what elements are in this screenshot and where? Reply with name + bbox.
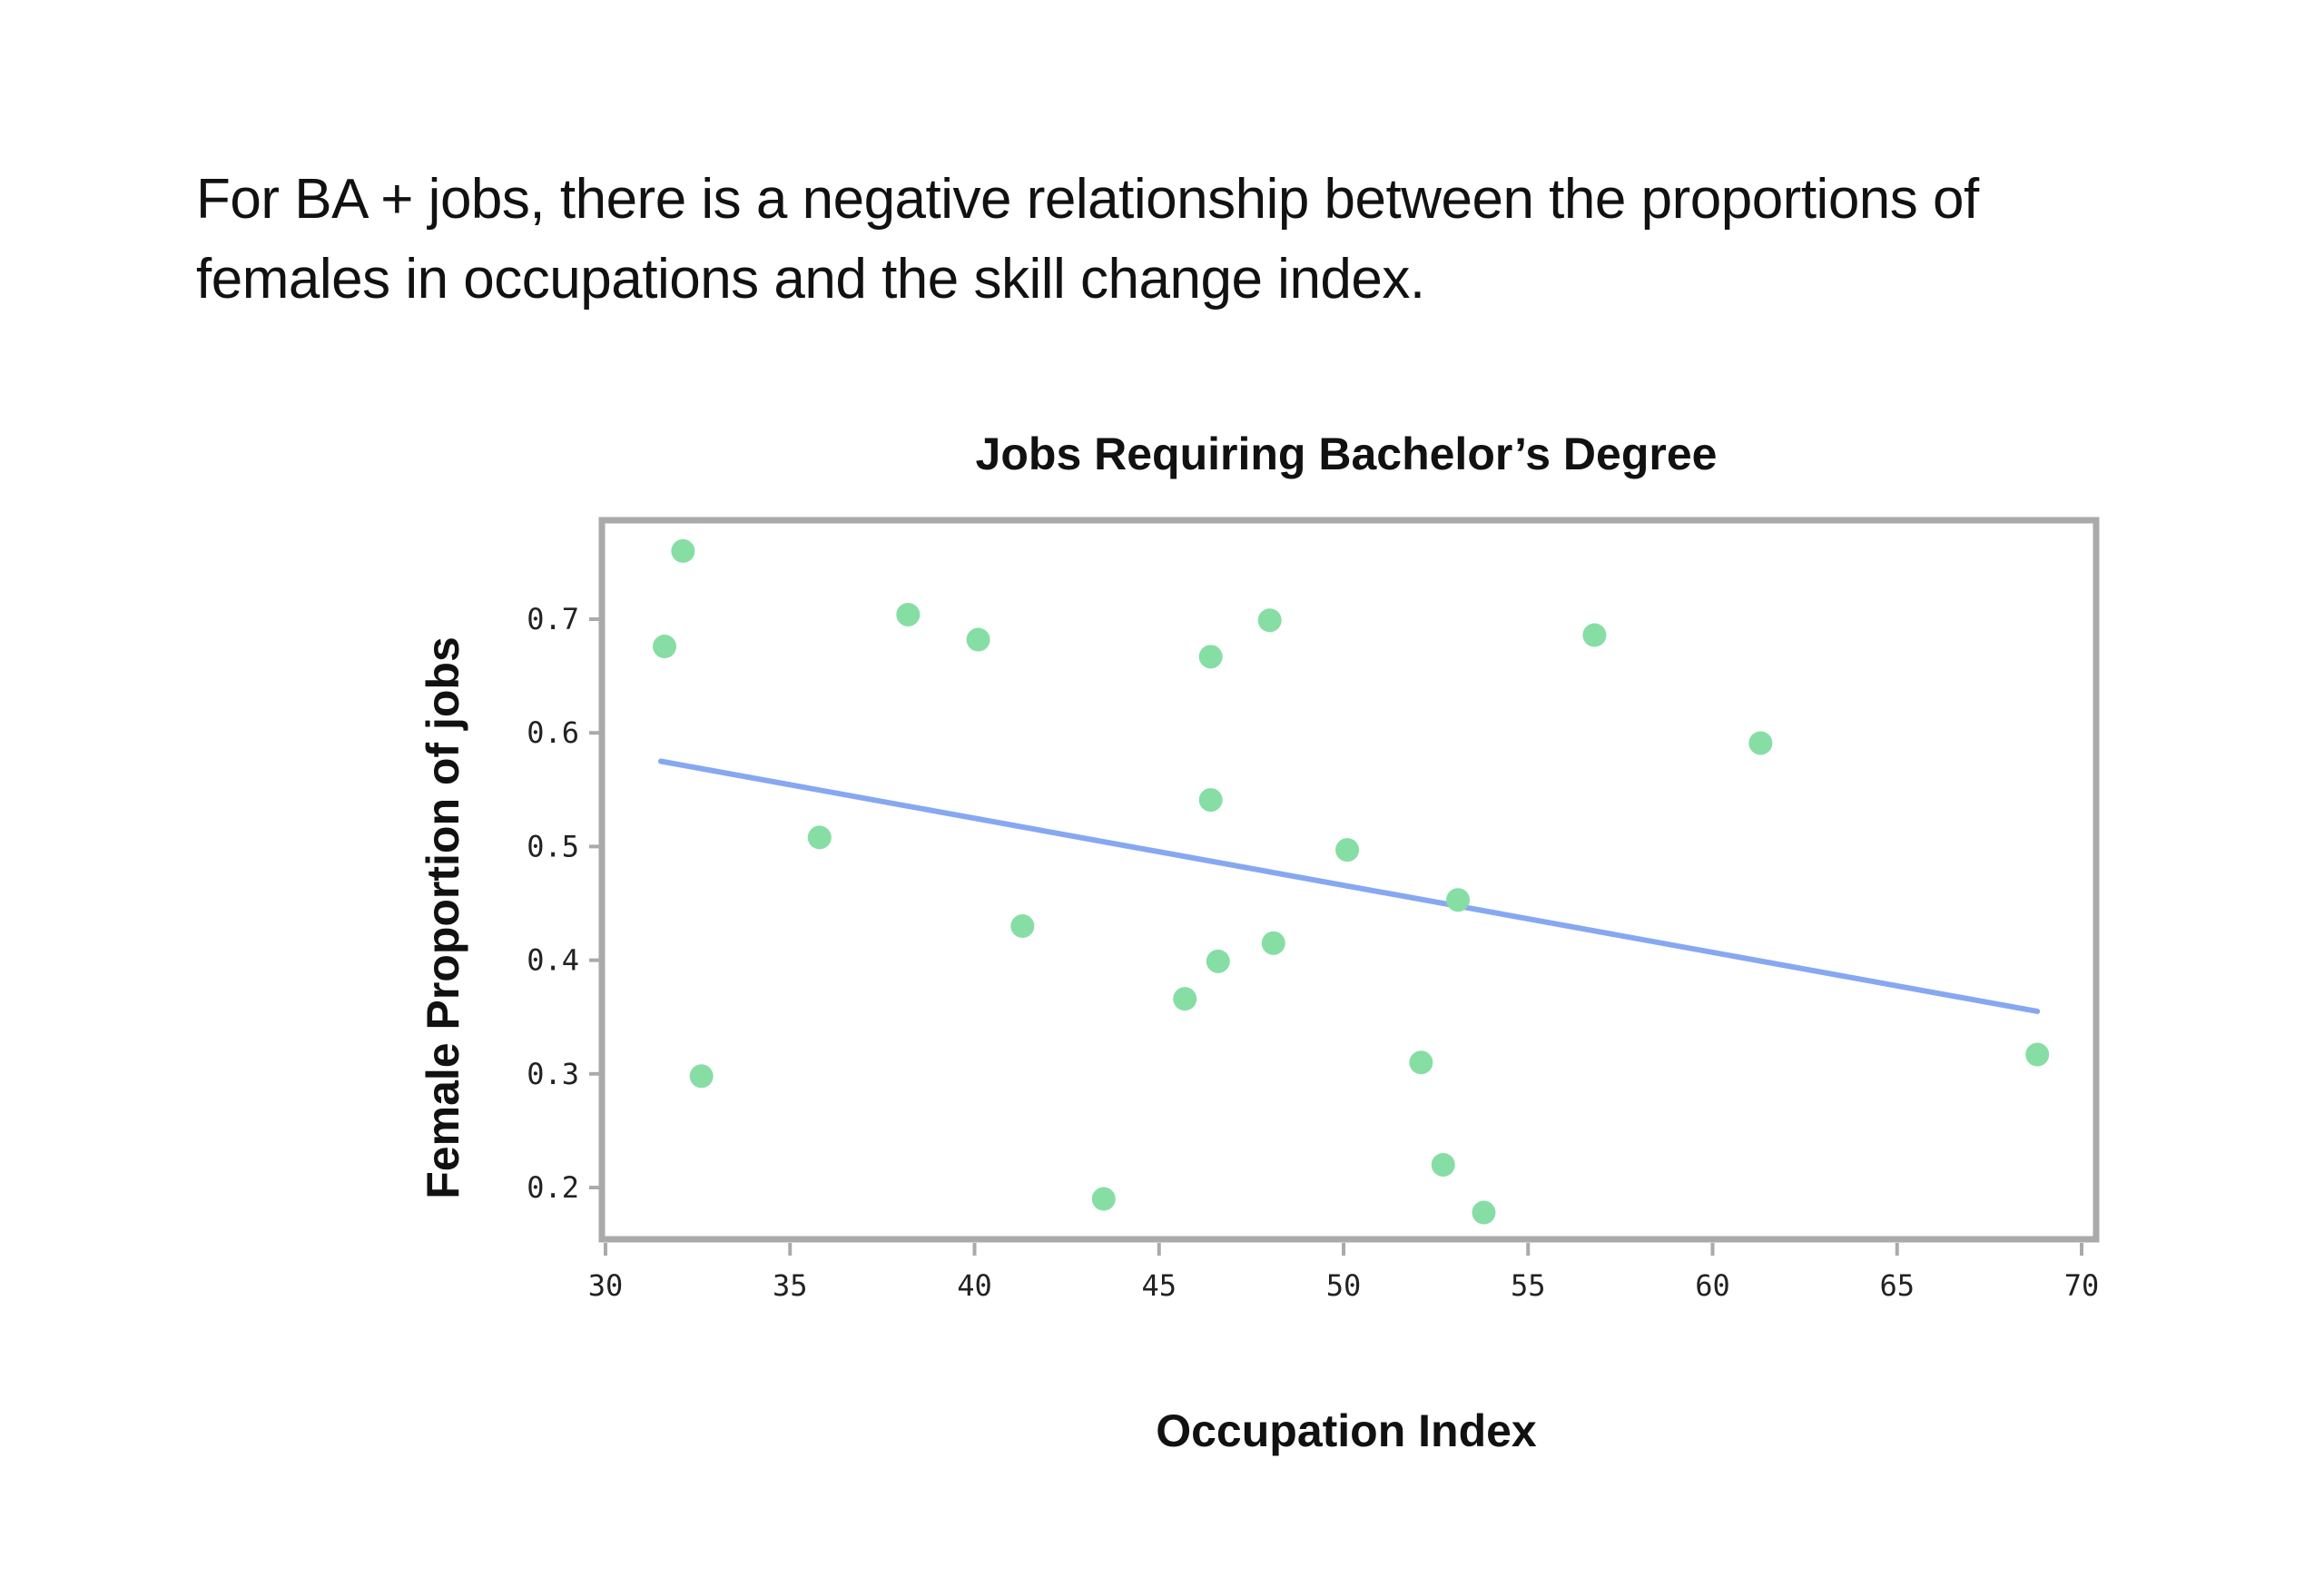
data-point bbox=[1431, 1152, 1455, 1177]
x-tick-label: 50 bbox=[1326, 1268, 1362, 1303]
plot-frame bbox=[598, 517, 2100, 1243]
x-tick-label: 60 bbox=[1695, 1268, 1730, 1303]
x-tick-label: 65 bbox=[1879, 1268, 1915, 1303]
data-point bbox=[653, 635, 677, 659]
data-point bbox=[1472, 1200, 1496, 1225]
data-point bbox=[1261, 931, 1285, 955]
data-point bbox=[1198, 788, 1223, 813]
y-tick-label: 0.7 bbox=[527, 602, 579, 636]
data-point bbox=[807, 825, 832, 850]
data-point bbox=[1409, 1050, 1433, 1075]
x-axis-label: Occupation Index bbox=[1156, 1405, 1537, 1456]
data-point bbox=[1206, 949, 1230, 973]
data-point bbox=[1748, 731, 1773, 755]
x-tick-label: 40 bbox=[957, 1268, 992, 1303]
y-tick-label: 0.3 bbox=[527, 1057, 579, 1091]
y-tick-label: 0.5 bbox=[527, 829, 579, 863]
data-point bbox=[1582, 623, 1607, 647]
data-point bbox=[1198, 645, 1223, 669]
data-point bbox=[689, 1064, 714, 1089]
x-tick-label: 70 bbox=[2064, 1268, 2100, 1303]
y-tick-label: 0.4 bbox=[527, 943, 579, 978]
x-tick-label: 55 bbox=[1511, 1268, 1546, 1303]
data-point bbox=[966, 627, 990, 652]
data-points bbox=[653, 538, 2050, 1225]
data-point bbox=[1446, 888, 1471, 912]
y-axis: 0.2 0.3 0.4 0.5 0.6 0.7 bbox=[527, 602, 602, 1205]
data-point bbox=[1091, 1187, 1116, 1211]
x-axis: 30 35 40 45 50 55 60 65 70 bbox=[588, 1243, 2100, 1303]
x-tick-label: 45 bbox=[1141, 1268, 1177, 1303]
data-point bbox=[2025, 1042, 2050, 1067]
y-tick-label: 0.6 bbox=[527, 715, 579, 750]
trendline bbox=[657, 758, 2041, 1014]
y-axis-label: Female Proportion of jobs bbox=[418, 636, 468, 1198]
data-point bbox=[671, 538, 695, 563]
chart-title: Jobs Requiring Bachelor’s Degree bbox=[976, 429, 1718, 479]
data-point bbox=[1173, 987, 1197, 1011]
headline: For BA + jobs, there is a negative relat… bbox=[196, 168, 1979, 310]
x-tick-label: 30 bbox=[588, 1268, 624, 1303]
data-point bbox=[1335, 838, 1360, 862]
data-point bbox=[896, 602, 921, 626]
data-point bbox=[1257, 608, 1282, 633]
x-tick-label: 35 bbox=[773, 1268, 808, 1303]
data-point bbox=[1010, 914, 1035, 939]
y-tick-label: 0.2 bbox=[527, 1170, 579, 1205]
